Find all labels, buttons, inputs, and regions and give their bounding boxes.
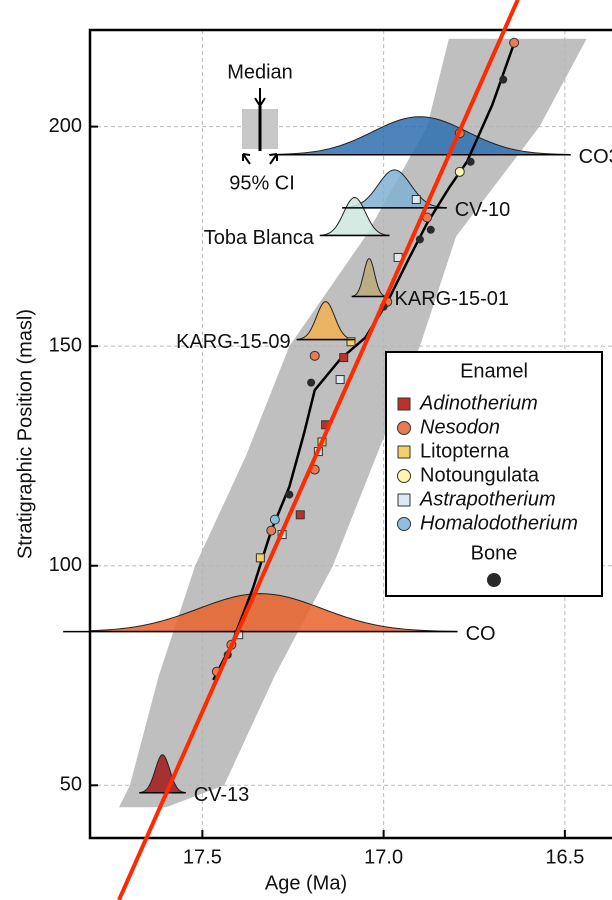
axes: 17.5 17.0 16.5 50 100 150 200 <box>49 28 612 868</box>
sample-point <box>454 166 465 177</box>
ash-density <box>351 258 387 297</box>
bone-point <box>466 157 475 166</box>
y-tick-label: 150 <box>49 334 82 356</box>
legend-label: Adinotherium <box>419 392 538 414</box>
sample-point <box>266 525 277 536</box>
ci-key: Median 95% CI <box>227 61 295 194</box>
legend-marker <box>397 445 411 459</box>
bone-point <box>285 490 294 499</box>
legend-marker <box>397 469 411 483</box>
plot-frame <box>88 28 612 840</box>
ash-label: Toba Blanca <box>204 227 315 249</box>
legend-label: Homalodotherium <box>420 512 578 534</box>
legend-label: Astrapotherium <box>419 488 556 510</box>
sample-point <box>335 375 345 385</box>
ci-arrows <box>242 153 278 165</box>
ash-label: CV-10 <box>455 199 511 221</box>
ash-label: KARG-15-09 <box>176 331 291 353</box>
sample-point <box>411 195 421 205</box>
y-tick-label: 100 <box>49 554 82 576</box>
legend-box <box>385 351 603 597</box>
bone-point <box>499 75 508 84</box>
trend-line <box>117 0 520 900</box>
legend-label: Litopterna <box>420 440 510 462</box>
ash-label: CV-13 <box>194 784 250 806</box>
y-tick-label: 200 <box>49 115 82 137</box>
legend-marker <box>397 517 411 531</box>
ash-density <box>90 593 458 632</box>
bone-point <box>426 225 435 234</box>
legend-marker <box>397 493 411 507</box>
y-tick-label: 50 <box>60 774 82 796</box>
bone-point <box>415 235 424 244</box>
x-tick-label: 17.0 <box>364 846 403 868</box>
ash-label: CO3 <box>579 146 612 168</box>
median-label: Median <box>227 61 293 83</box>
plot-area <box>90 37 587 808</box>
sample-point <box>269 514 280 525</box>
bone-point <box>307 378 316 387</box>
ash-label: KARG-15-01 <box>395 288 510 310</box>
x-tick-label: 16.5 <box>545 846 584 868</box>
ci-label: 95% CI <box>229 172 295 194</box>
legend-marker <box>397 421 411 435</box>
legend-label: Notoungulata <box>420 464 540 486</box>
sample-point <box>309 350 320 361</box>
legend-marker <box>487 573 501 587</box>
legend-title: Enamel <box>460 360 528 382</box>
ash-density <box>269 116 571 155</box>
ash-density <box>139 754 186 794</box>
ash-density <box>319 197 390 236</box>
legend-label: Bone <box>471 542 518 564</box>
sample-point <box>255 553 265 563</box>
y-axis-label: Stratigraphic Position (masl) <box>14 309 36 559</box>
ash-density <box>296 301 355 340</box>
x-tick-label: 17.5 <box>183 846 222 868</box>
legend: Enamel AdinotheriumNesodonLitopternaNoto… <box>385 351 603 597</box>
legend-label: Nesodon <box>420 416 500 438</box>
sample-point <box>339 353 349 363</box>
ash-label: CO <box>466 623 496 645</box>
sample-point <box>295 510 305 520</box>
legend-marker <box>397 397 411 411</box>
x-axis-label: Age (Ma) <box>265 872 347 894</box>
sample-point <box>509 37 520 48</box>
sample-point <box>346 337 356 347</box>
